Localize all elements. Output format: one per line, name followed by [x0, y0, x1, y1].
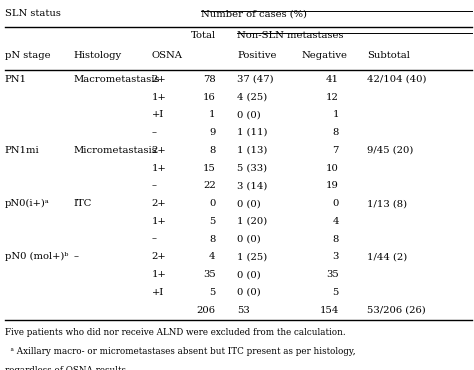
- Text: 1+: 1+: [152, 217, 166, 226]
- Text: OSNA: OSNA: [152, 51, 182, 60]
- Text: 1: 1: [209, 110, 216, 119]
- Text: –: –: [152, 235, 157, 243]
- Text: 7: 7: [333, 146, 339, 155]
- Text: Five patients who did nor receive ALND were excluded from the calculation.: Five patients who did nor receive ALND w…: [5, 328, 346, 337]
- Text: pN stage: pN stage: [5, 51, 50, 60]
- Text: 0 (0): 0 (0): [237, 288, 261, 297]
- Text: 41: 41: [326, 75, 339, 84]
- Text: +I: +I: [152, 110, 164, 119]
- Text: 154: 154: [319, 306, 339, 314]
- Text: SLN status: SLN status: [5, 9, 61, 18]
- Text: 1 (13): 1 (13): [237, 146, 267, 155]
- Text: 5: 5: [333, 288, 339, 297]
- Text: +I: +I: [152, 288, 164, 297]
- Text: –: –: [73, 252, 79, 261]
- Text: 1 (25): 1 (25): [237, 252, 267, 261]
- Text: Negative: Negative: [301, 51, 347, 60]
- Text: ITC: ITC: [73, 199, 92, 208]
- Text: 12: 12: [326, 92, 339, 101]
- Text: PN1: PN1: [5, 75, 27, 84]
- Text: Histology: Histology: [73, 51, 122, 60]
- Text: 53: 53: [237, 306, 250, 314]
- Text: 1: 1: [332, 110, 339, 119]
- Text: 8: 8: [210, 146, 216, 155]
- Text: 37 (47): 37 (47): [237, 75, 273, 84]
- Text: 2+: 2+: [152, 75, 166, 84]
- Text: Subtotal: Subtotal: [367, 51, 410, 60]
- Text: 8: 8: [210, 235, 216, 243]
- Text: 0 (0): 0 (0): [237, 199, 261, 208]
- Text: Micrometastasis: Micrometastasis: [73, 146, 157, 155]
- Text: 16: 16: [203, 92, 216, 101]
- Text: 2+: 2+: [152, 146, 166, 155]
- Text: –: –: [152, 128, 157, 137]
- Text: Total: Total: [191, 31, 216, 40]
- Text: 4: 4: [209, 252, 216, 261]
- Text: 0: 0: [333, 199, 339, 208]
- Text: 1+: 1+: [152, 270, 166, 279]
- Text: Macrometastasis: Macrometastasis: [73, 75, 160, 84]
- Text: 3 (14): 3 (14): [237, 181, 267, 190]
- Text: 0 (0): 0 (0): [237, 110, 261, 119]
- Text: 0: 0: [210, 199, 216, 208]
- Text: 5: 5: [210, 217, 216, 226]
- Text: 35: 35: [203, 270, 216, 279]
- Text: 35: 35: [326, 270, 339, 279]
- Text: 9: 9: [210, 128, 216, 137]
- Text: 1/44 (2): 1/44 (2): [367, 252, 408, 261]
- Text: 1 (11): 1 (11): [237, 128, 267, 137]
- Text: 1 (20): 1 (20): [237, 217, 267, 226]
- Text: pN0(i+)ᵃ: pN0(i+)ᵃ: [5, 199, 49, 208]
- Text: 4 (25): 4 (25): [237, 92, 267, 101]
- Text: Positive: Positive: [237, 51, 276, 60]
- Text: 8: 8: [333, 128, 339, 137]
- Text: 5 (33): 5 (33): [237, 164, 267, 172]
- Text: PN1mi: PN1mi: [5, 146, 39, 155]
- Text: 42/104 (40): 42/104 (40): [367, 75, 427, 84]
- Text: 2+: 2+: [152, 199, 166, 208]
- Text: 8: 8: [333, 235, 339, 243]
- Text: Non-SLN metastases: Non-SLN metastases: [237, 31, 344, 40]
- Text: 3: 3: [333, 252, 339, 261]
- Text: –: –: [152, 181, 157, 190]
- Text: 19: 19: [326, 181, 339, 190]
- Text: 53/206 (26): 53/206 (26): [367, 306, 426, 314]
- Text: 1/13 (8): 1/13 (8): [367, 199, 408, 208]
- Text: 4: 4: [332, 217, 339, 226]
- Text: ᵃ Axillary macro- or micrometastases absent but ITC present as per histology,: ᵃ Axillary macro- or micrometastases abs…: [5, 347, 356, 356]
- Text: 22: 22: [203, 181, 216, 190]
- Text: 1+: 1+: [152, 92, 166, 101]
- Text: Number of cases (%): Number of cases (%): [201, 9, 308, 18]
- Text: 15: 15: [203, 164, 216, 172]
- Text: 2+: 2+: [152, 252, 166, 261]
- Text: 1+: 1+: [152, 164, 166, 172]
- Text: 5: 5: [210, 288, 216, 297]
- Text: regardless of OSNA results.: regardless of OSNA results.: [5, 366, 128, 370]
- Text: 78: 78: [203, 75, 216, 84]
- Text: 10: 10: [326, 164, 339, 172]
- Text: 206: 206: [197, 306, 216, 314]
- Text: 0 (0): 0 (0): [237, 235, 261, 243]
- Text: 9/45 (20): 9/45 (20): [367, 146, 414, 155]
- Text: pN0 (mol+)ᵇ: pN0 (mol+)ᵇ: [5, 252, 68, 262]
- Text: 0 (0): 0 (0): [237, 270, 261, 279]
